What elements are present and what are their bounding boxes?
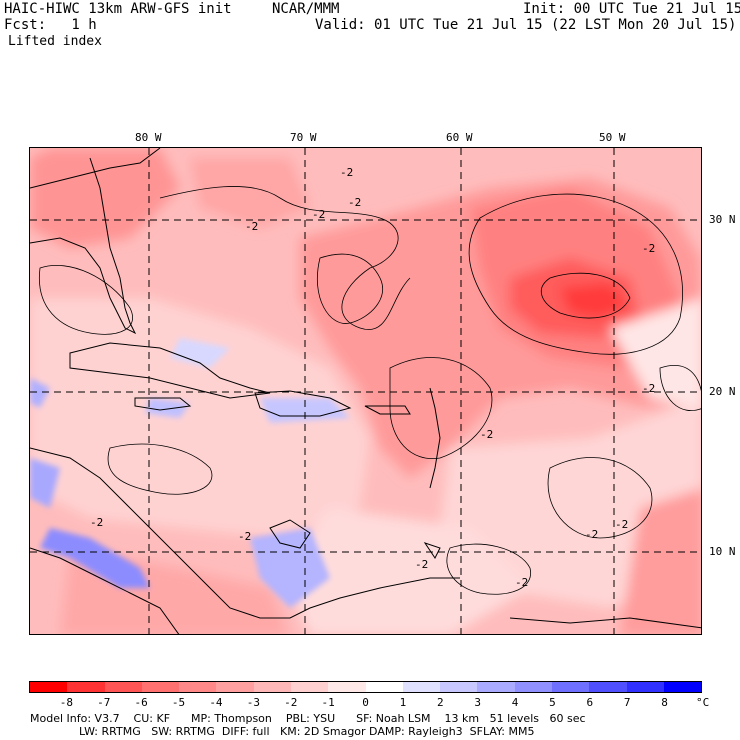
model-info-line2: LW: RRTMG SW: RRTMG DIFF: full KM: 2D Sm…: [30, 725, 535, 738]
color-scale-tick: 2: [436, 696, 444, 709]
color-swatch: [67, 682, 105, 692]
color-swatch: [216, 682, 254, 692]
contour-label: -2: [90, 516, 103, 529]
color-scale-tick: -2: [284, 696, 298, 709]
unit-label: °C: [696, 696, 710, 709]
color-scale-tick: 8: [661, 696, 668, 709]
lat-label-10n: 10 N: [709, 545, 736, 558]
positive-li-patches: [30, 338, 350, 608]
color-swatch: [663, 682, 702, 692]
color-scale-tick: -6: [134, 696, 148, 709]
field-name: Lifted index: [8, 34, 102, 49]
color-swatch: [477, 682, 515, 692]
map-svg: -2 -2 -2 -2 -2 -2 -2 -2 -2 -2 -2 -2 -2: [30, 148, 701, 634]
contour-label: -2: [415, 558, 428, 571]
contour-lines: [38, 186, 701, 595]
color-swatch: [104, 682, 142, 692]
contour-label: -2: [312, 208, 325, 221]
lon-label-50w: 50 W: [599, 131, 626, 144]
contour-label: -2: [515, 576, 528, 589]
contour-label: -2: [585, 528, 598, 541]
init-time: Init: 00 UTC Tue 21 Jul 15: [523, 1, 740, 17]
color-scale-tick: 3: [474, 696, 481, 709]
field-shading: [30, 148, 701, 634]
valid-time: Valid: 01 UTC Tue 21 Jul 15 (22 LST Mon …: [315, 17, 737, 33]
color-scale-tick: 5: [549, 696, 556, 709]
color-swatch: [551, 682, 590, 692]
color-swatch: [290, 682, 329, 692]
color-swatch: [514, 682, 552, 692]
color-swatch: [365, 682, 403, 692]
color-swatch: [626, 682, 664, 692]
forecast-hour: Fcst: 1 h: [4, 17, 97, 33]
org-label: NCAR/MMM: [272, 1, 340, 17]
model-title: HAIC-HIWC 13km ARW-GFS init: [4, 1, 232, 17]
color-scale-tick: -5: [171, 696, 186, 709]
contour-label: -2: [615, 518, 628, 531]
contour-label: -2: [340, 166, 353, 179]
contour-label: -2: [238, 530, 251, 543]
lon-label-60w: 60 W: [446, 131, 473, 144]
color-scale-tick: -1: [321, 696, 335, 709]
color-scale-tick: -4: [209, 696, 223, 709]
color-swatch: [30, 682, 68, 692]
color-scale-tick: -7: [97, 696, 111, 709]
color-scale-tick: 0: [362, 696, 369, 709]
color-swatch: [141, 682, 180, 692]
color-swatch: [402, 682, 441, 692]
color-scale-tick: 4: [511, 696, 519, 709]
contour-label: -2: [348, 196, 361, 209]
lat-label-20n: 20 N: [709, 385, 736, 398]
contour-label: -2: [245, 220, 258, 233]
contour-label: -2: [480, 428, 493, 441]
model-info-line1: Model Info: V3.7 CU: KF MP: Thompson PBL…: [30, 712, 586, 725]
lon-label-70w: 70 W: [290, 131, 317, 144]
graticule: [30, 148, 701, 634]
color-swatch: [253, 682, 291, 692]
contour-label: -2: [642, 242, 655, 255]
coastlines: [30, 148, 701, 634]
color-swatch: [589, 682, 627, 692]
color-swatch: [328, 682, 366, 692]
lat-label-30n: 30 N: [709, 213, 736, 226]
color-scale: [29, 681, 702, 693]
color-scale-tick: 6: [586, 696, 594, 709]
color-scale-tick: -8: [59, 696, 73, 709]
lon-label-80w: 80 W: [135, 131, 162, 144]
lifted-index-map: -2 -2 -2 -2 -2 -2 -2 -2 -2 -2 -2 -2 -2: [29, 147, 702, 635]
contour-label: -2: [642, 382, 655, 395]
color-swatch: [440, 682, 478, 692]
color-scale-tick: 7: [623, 696, 631, 709]
color-scale-tick: -3: [246, 696, 260, 709]
color-scale-tick: 1: [399, 696, 407, 709]
color-swatch: [179, 682, 217, 692]
contour-labels: -2 -2 -2 -2 -2 -2 -2 -2 -2 -2 -2 -2 -2: [90, 166, 655, 589]
